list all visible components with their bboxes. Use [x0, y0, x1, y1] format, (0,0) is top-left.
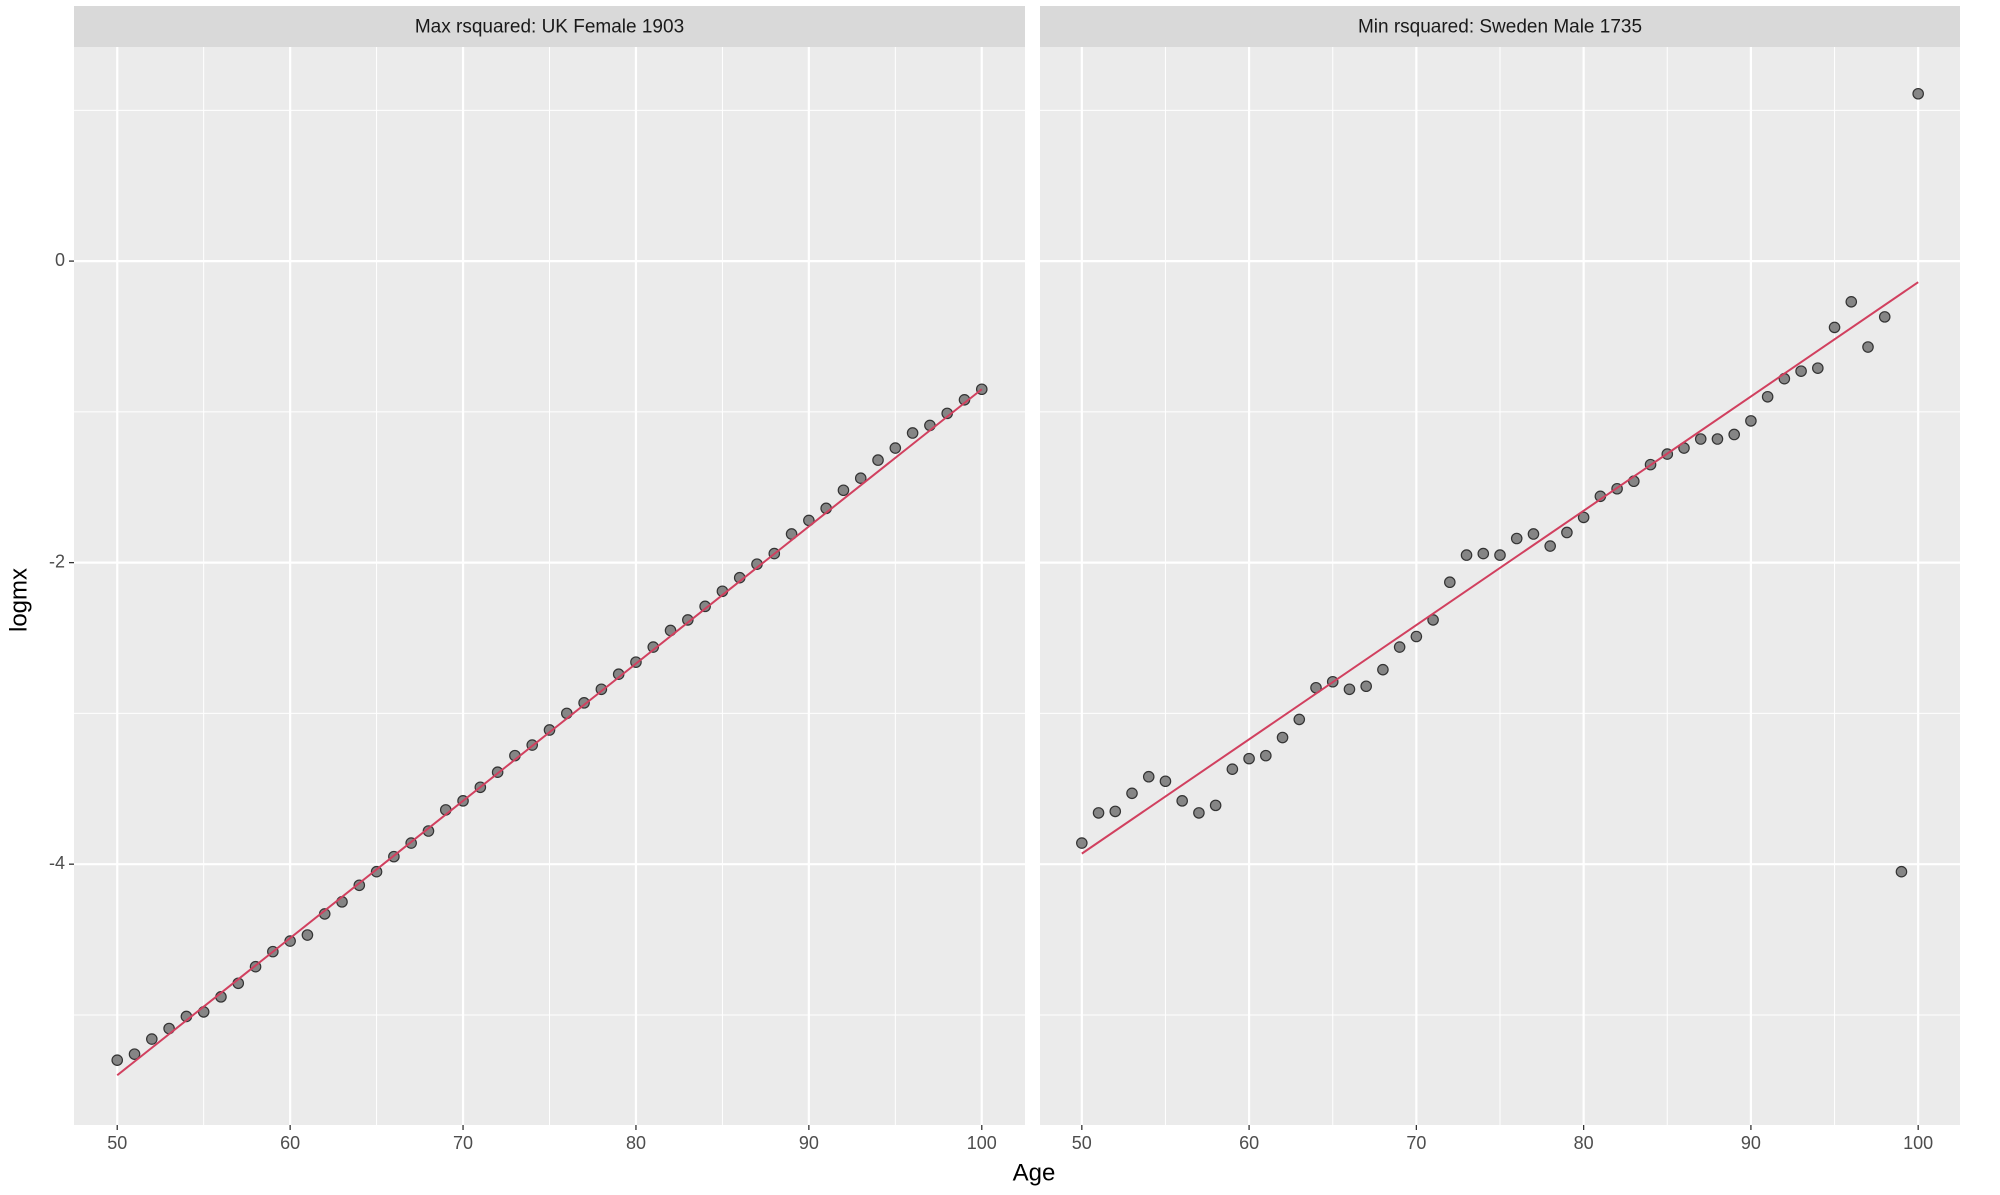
point	[1761, 390, 1774, 403]
point	[1260, 749, 1272, 762]
point	[1343, 683, 1356, 696]
point	[1142, 770, 1155, 783]
point	[128, 1048, 141, 1060]
point	[1276, 731, 1289, 744]
point	[1477, 547, 1490, 560]
point	[1226, 763, 1239, 775]
point	[370, 865, 383, 878]
point	[1109, 805, 1122, 818]
point	[1912, 87, 1924, 100]
x-tick-label: 100	[1903, 1133, 1933, 1153]
panel-title: Max rsquared: UK Female 1903	[415, 17, 684, 38]
point	[1410, 630, 1423, 643]
y-tick-label: 0	[55, 250, 65, 270]
point	[1845, 295, 1858, 308]
point	[1510, 532, 1523, 545]
point	[854, 472, 867, 484]
point	[578, 697, 590, 709]
point	[1193, 807, 1205, 819]
point	[1828, 321, 1841, 334]
y-axis-title: logmx	[5, 568, 32, 632]
point	[1561, 526, 1573, 539]
point	[1126, 787, 1138, 800]
y-tick-label: -4	[49, 853, 65, 873]
point	[1444, 576, 1456, 589]
point	[1711, 433, 1724, 445]
x-tick-label: 50	[1072, 1133, 1092, 1153]
x-tick-label: 60	[1239, 1133, 1259, 1153]
point	[1795, 365, 1807, 377]
point	[1209, 799, 1222, 812]
point	[1862, 341, 1874, 353]
x-tick-label: 50	[107, 1133, 127, 1153]
point	[353, 879, 366, 892]
x-axis-title: Age	[1013, 1159, 1056, 1186]
x-tick-label: 90	[799, 1133, 819, 1153]
point	[336, 896, 348, 908]
point	[1293, 713, 1306, 726]
x-tick-label: 70	[453, 1133, 473, 1153]
point	[422, 825, 435, 837]
point	[682, 614, 694, 626]
point	[1076, 837, 1088, 849]
x-tick-label: 100	[967, 1133, 997, 1153]
point	[1728, 428, 1740, 441]
point	[1176, 795, 1188, 807]
y-tick-label: -2	[49, 551, 65, 571]
fit-line	[116, 388, 983, 1077]
x-tick-label: 70	[1406, 1133, 1426, 1153]
point	[1377, 663, 1389, 676]
point	[1393, 641, 1406, 653]
point	[699, 600, 711, 613]
point	[146, 1033, 158, 1045]
strip	[1040, 6, 1960, 47]
point	[1878, 311, 1891, 323]
point	[301, 929, 314, 941]
point	[837, 484, 850, 497]
x-tick-label: 80	[626, 1133, 646, 1153]
strip	[74, 6, 1025, 47]
point	[1895, 865, 1908, 878]
point	[924, 419, 936, 432]
point	[1544, 540, 1556, 552]
x-tick-label: 60	[280, 1133, 300, 1153]
point	[889, 442, 902, 454]
point	[1460, 549, 1473, 561]
point	[1527, 528, 1540, 540]
panel-title: Min rsquared: Sweden Male 1735	[1358, 17, 1642, 38]
point	[111, 1054, 124, 1066]
x-tick-label: 80	[1574, 1133, 1594, 1153]
point	[560, 707, 573, 720]
point	[1577, 511, 1590, 524]
point	[1694, 433, 1707, 445]
point	[1812, 362, 1824, 374]
point	[906, 427, 919, 439]
point	[1243, 752, 1255, 765]
x-tick-label: 90	[1741, 1133, 1761, 1153]
point	[1092, 807, 1105, 819]
point	[872, 454, 884, 466]
point	[1494, 549, 1506, 561]
point	[1159, 775, 1172, 788]
point	[1360, 680, 1372, 693]
point	[1745, 415, 1757, 427]
point	[543, 724, 556, 736]
fit-line	[1081, 281, 1919, 855]
